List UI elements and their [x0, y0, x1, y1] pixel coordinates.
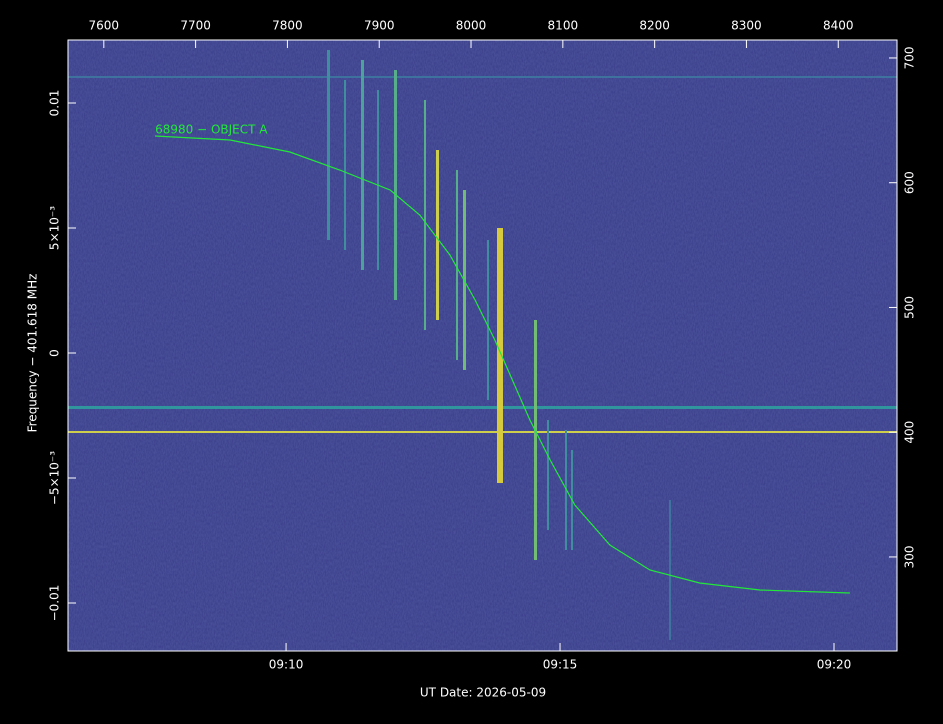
- y-tick-label: 0.01: [48, 90, 62, 117]
- doppler-curve: [155, 135, 850, 594]
- interference-streak: [424, 100, 426, 330]
- interference-line: [68, 406, 897, 409]
- x-tick-label: 09:15: [543, 658, 578, 672]
- interference-streak: [669, 500, 671, 640]
- y2-tick-label: 400: [903, 421, 917, 444]
- y2-tick-label: 700: [903, 47, 917, 70]
- y-tick-label: −0.01: [48, 585, 62, 622]
- y2-tick-label: 500: [903, 296, 917, 319]
- interference-streak: [361, 60, 364, 270]
- y2-tick-label: 600: [903, 171, 917, 194]
- y-tick-label: 0: [48, 349, 62, 357]
- x-tick-label: 09:20: [817, 658, 852, 672]
- interference-streak: [456, 170, 458, 360]
- interference-streak: [534, 320, 537, 560]
- interference-streak: [497, 228, 503, 483]
- x2-tick-label: 8100: [548, 19, 579, 33]
- interference-streak: [394, 70, 397, 300]
- interference-streak: [344, 80, 346, 250]
- x-tick-label: 09:10: [269, 658, 304, 672]
- x-axis-title: UT Date: 2026-05-09: [420, 686, 546, 700]
- y-tick-label: −5×10⁻³: [48, 451, 62, 505]
- interference-streak: [377, 90, 379, 270]
- y-tick-label: 5×10⁻³: [48, 206, 62, 250]
- interference-streak: [487, 240, 489, 400]
- interference-streak: [436, 150, 439, 320]
- x2-tick-label: 8200: [639, 19, 670, 33]
- x2-tick-label: 7600: [89, 19, 120, 33]
- y2-tick-label: 300: [903, 545, 917, 568]
- x2-tick-label: 8300: [731, 19, 762, 33]
- x2-tick-label: 7900: [364, 19, 395, 33]
- interference-line: [68, 76, 897, 78]
- spectrogram-noise: [68, 40, 897, 651]
- interference-streak: [327, 50, 330, 240]
- plot-frame: [67, 39, 898, 652]
- interference-line: [68, 431, 897, 433]
- x2-tick-label: 8000: [456, 19, 487, 33]
- x2-tick-label: 7700: [180, 19, 211, 33]
- y-axis-title: Frequency − 401.618 MHz: [26, 274, 40, 433]
- curve-annotation: 68980 − OBJECT A: [155, 123, 268, 137]
- x2-tick-label: 8400: [823, 19, 854, 33]
- x2-tick-label: 7800: [272, 19, 303, 33]
- interference-streak: [547, 420, 549, 530]
